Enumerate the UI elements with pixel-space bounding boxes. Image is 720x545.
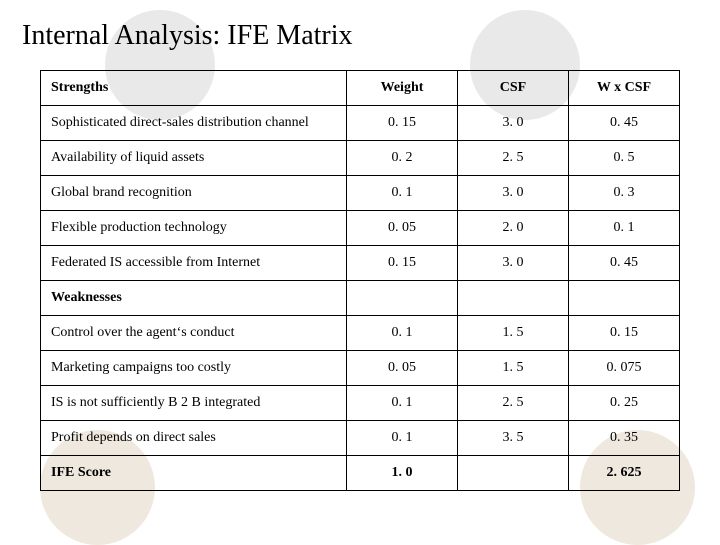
cell-value: 0. 075 — [569, 351, 680, 386]
cell-value: 2. 625 — [569, 456, 680, 491]
table-row: Weaknesses — [41, 281, 680, 316]
cell-value: 0. 15 — [347, 106, 458, 141]
cell-label: Flexible production technology — [41, 211, 347, 246]
cell-value: 3. 5 — [458, 421, 569, 456]
cell-value: 2. 5 — [458, 386, 569, 421]
cell-value: 2. 0 — [458, 211, 569, 246]
cell-value: 0. 1 — [347, 421, 458, 456]
cell-value: 0. 35 — [569, 421, 680, 456]
cell-value — [458, 281, 569, 316]
cell-value — [569, 281, 680, 316]
cell-value: 0. 05 — [347, 211, 458, 246]
cell-value: 0. 15 — [347, 246, 458, 281]
cell-value: 0. 45 — [569, 106, 680, 141]
cell-label: Control over the agent‘s conduct — [41, 316, 347, 351]
table-row: IS is not sufficiently B 2 B integrated0… — [41, 386, 680, 421]
cell-label: Profit depends on direct sales — [41, 421, 347, 456]
cell-value — [458, 456, 569, 491]
table-row: Control over the agent‘s conduct0. 11. 5… — [41, 316, 680, 351]
table-row: Sophisticated direct-sales distribution … — [41, 106, 680, 141]
cell-label: Marketing campaigns too costly — [41, 351, 347, 386]
col-weight: Weight — [347, 71, 458, 106]
col-wxcsf: W x CSF — [569, 71, 680, 106]
cell-label: Sophisticated direct-sales distribution … — [41, 106, 347, 141]
cell-label: IFE Score — [41, 456, 347, 491]
cell-value: 3. 0 — [458, 176, 569, 211]
cell-label: IS is not sufficiently B 2 B integrated — [41, 386, 347, 421]
table-row: Profit depends on direct sales0. 13. 50.… — [41, 421, 680, 456]
ife-table: Strengths Weight CSF W x CSF Sophisticat… — [40, 70, 680, 491]
cell-value: 0. 15 — [569, 316, 680, 351]
cell-label: Global brand recognition — [41, 176, 347, 211]
cell-value: 1. 5 — [458, 316, 569, 351]
cell-value: 0. 5 — [569, 141, 680, 176]
cell-label: Availability of liquid assets — [41, 141, 347, 176]
cell-value: 1. 5 — [458, 351, 569, 386]
cell-value — [347, 281, 458, 316]
col-strengths: Strengths — [41, 71, 347, 106]
table-header-row: Strengths Weight CSF W x CSF — [41, 71, 680, 106]
cell-value: 0. 1 — [347, 316, 458, 351]
cell-label: Weaknesses — [41, 281, 347, 316]
ife-table-wrap: Strengths Weight CSF W x CSF Sophisticat… — [0, 52, 720, 491]
table-row: Global brand recognition0. 13. 00. 3 — [41, 176, 680, 211]
table-row: IFE Score1. 0 2. 625 — [41, 456, 680, 491]
cell-value: 2. 5 — [458, 141, 569, 176]
table-row: Marketing campaigns too costly0. 051. 50… — [41, 351, 680, 386]
cell-value: 0. 05 — [347, 351, 458, 386]
cell-value: 1. 0 — [347, 456, 458, 491]
page-title: Internal Analysis: IFE Matrix — [0, 0, 720, 52]
cell-value: 0. 1 — [569, 211, 680, 246]
table-body: Sophisticated direct-sales distribution … — [41, 106, 680, 491]
cell-value: 3. 0 — [458, 106, 569, 141]
cell-value: 0. 3 — [569, 176, 680, 211]
table-row: Flexible production technology0. 052. 00… — [41, 211, 680, 246]
cell-value: 0. 2 — [347, 141, 458, 176]
cell-value: 0. 45 — [569, 246, 680, 281]
table-row: Availability of liquid assets0. 22. 50. … — [41, 141, 680, 176]
table-row: Federated IS accessible from Internet0. … — [41, 246, 680, 281]
cell-value: 0. 1 — [347, 176, 458, 211]
cell-value: 3. 0 — [458, 246, 569, 281]
cell-value: 0. 25 — [569, 386, 680, 421]
cell-label: Federated IS accessible from Internet — [41, 246, 347, 281]
col-csf: CSF — [458, 71, 569, 106]
cell-value: 0. 1 — [347, 386, 458, 421]
